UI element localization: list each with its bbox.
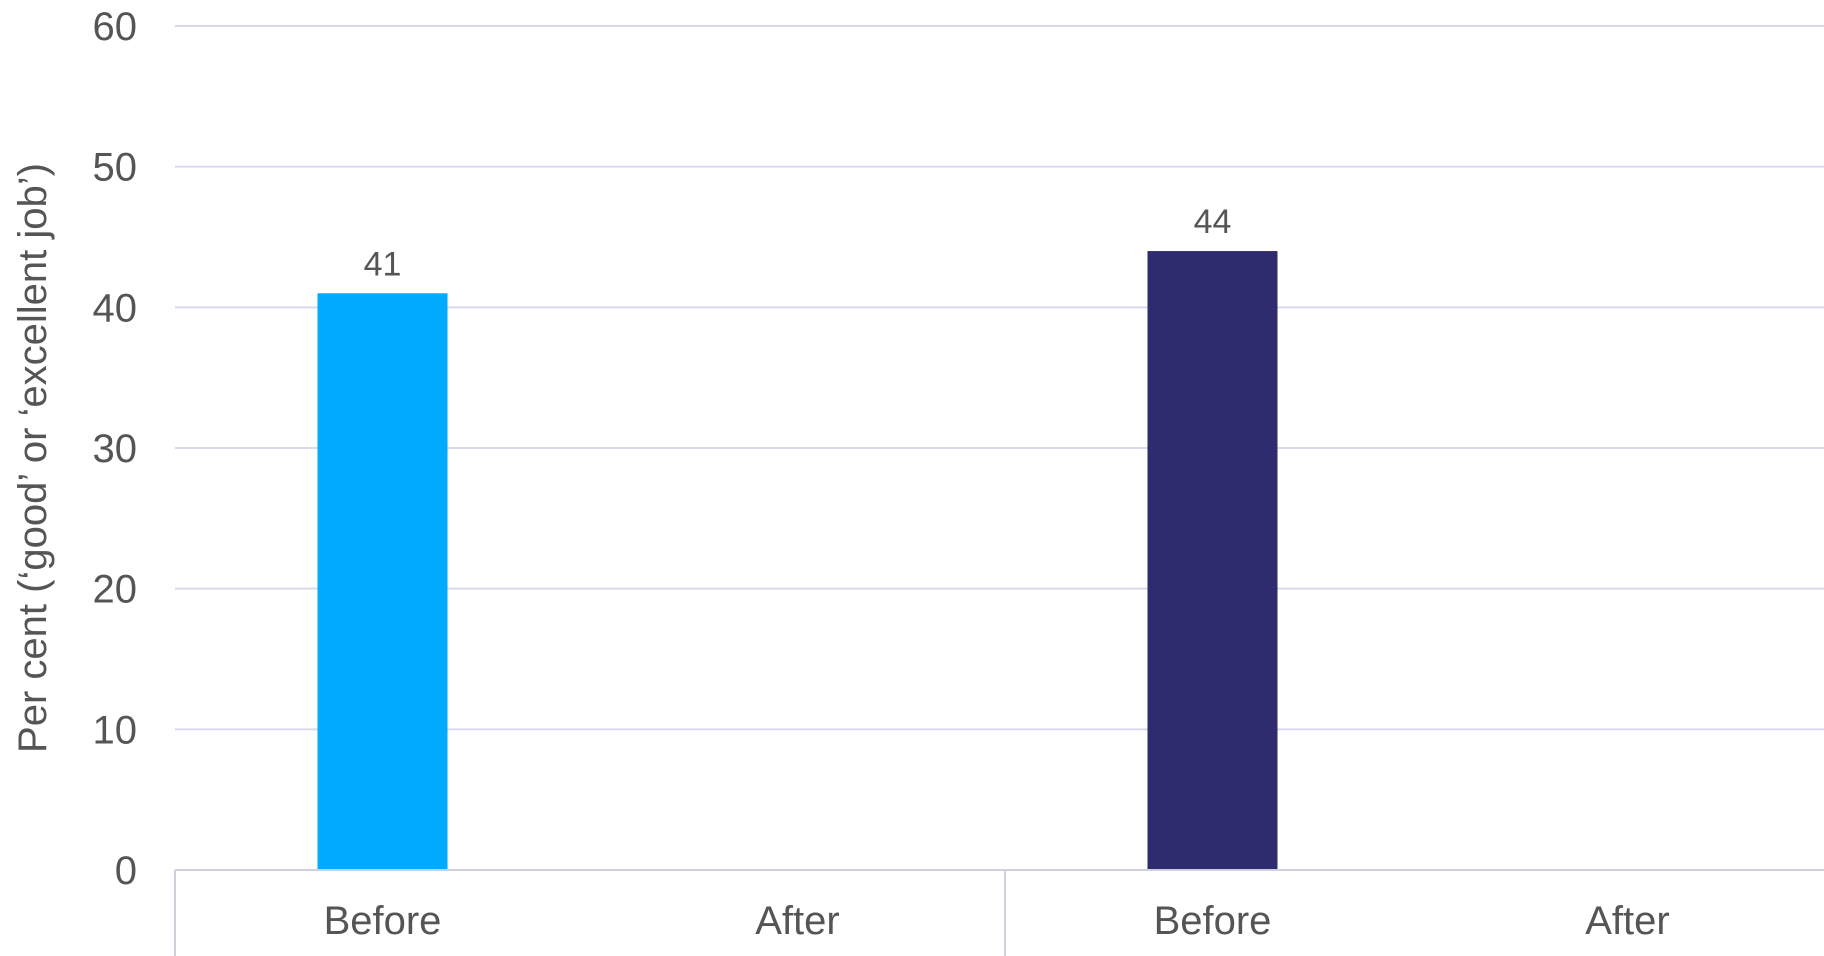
x-category-label: After [1585, 899, 1669, 943]
bar [1147, 251, 1278, 871]
y-tick-label: 60 [93, 5, 138, 49]
y-tick-label: 30 [93, 427, 138, 471]
gridlines [175, 25, 1824, 731]
y-tick-label: 40 [93, 286, 138, 330]
labels: 0 10 20 30 40 50 60 Before 41 After Before 44 After [93, 5, 1670, 943]
y-tick-label: 50 [93, 146, 138, 190]
y-axis-title: Per cent (‘good’ or ‘excellent job’) [11, 163, 55, 753]
data-label: 44 [1194, 203, 1232, 241]
bars [317, 251, 1278, 871]
axes [174, 869, 1824, 956]
y-tick-label: 20 [93, 568, 138, 612]
data-label: 41 [364, 245, 402, 283]
y-tick-label: 10 [93, 708, 138, 752]
x-category-label: Before [324, 899, 442, 943]
x-category-label: Before [1154, 899, 1272, 943]
x-category-label: After [755, 899, 839, 943]
bar [317, 293, 448, 870]
y-tick-label: 0 [115, 849, 137, 893]
